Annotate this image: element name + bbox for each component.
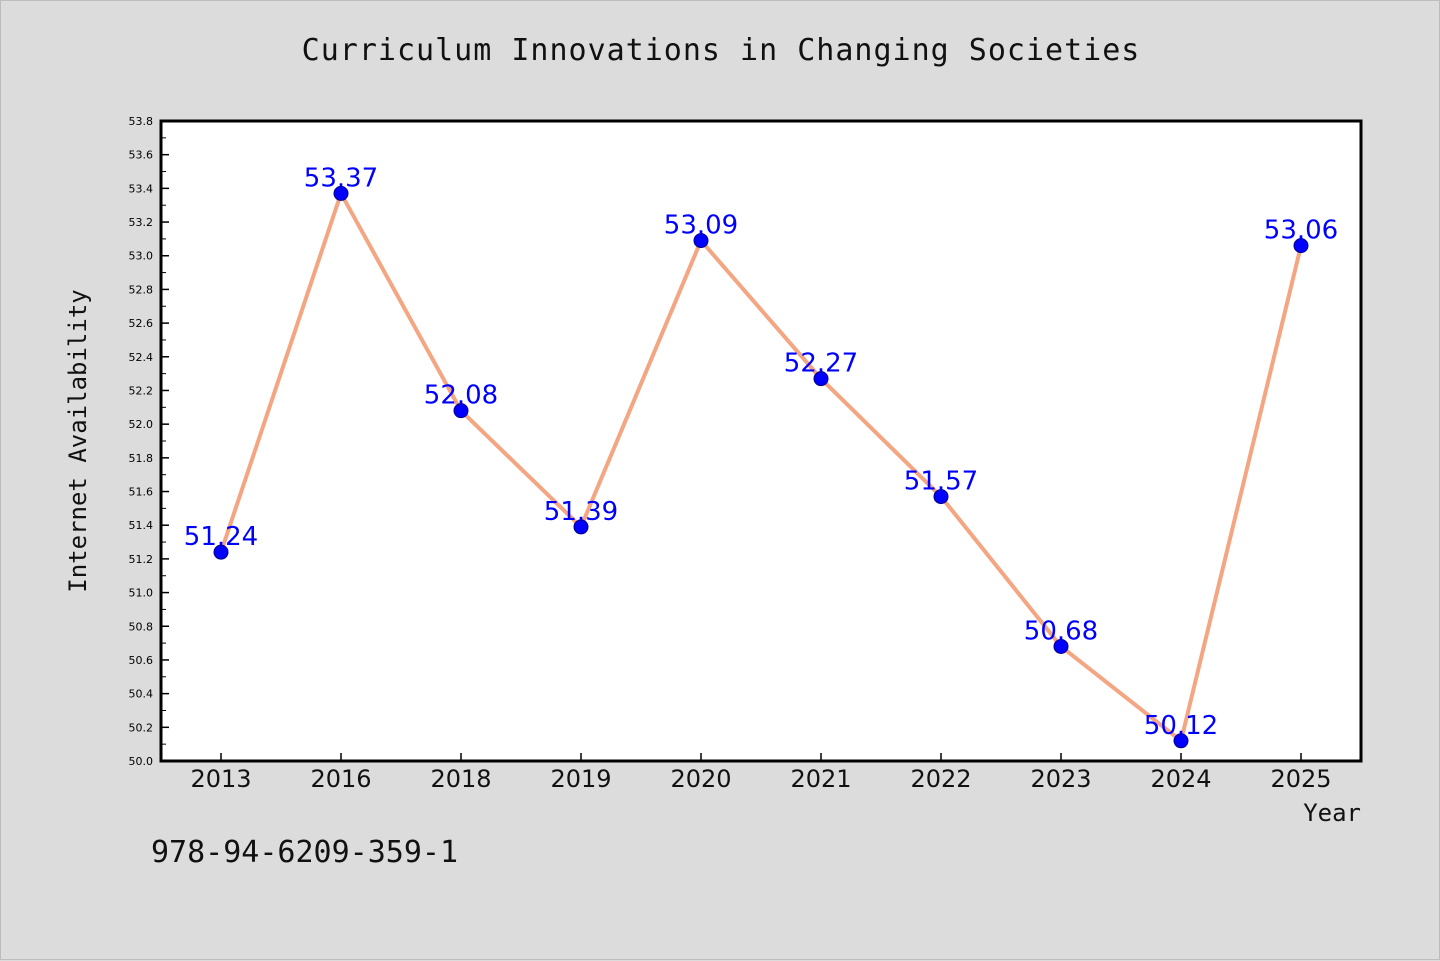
x-tick-label: 2025 [1270,765,1331,793]
chart-title: Curriculum Innovations in Changing Socie… [301,33,1141,68]
y-tick-label: 52.6 [129,317,154,330]
x-tick-label: 2018 [430,765,491,793]
data-point [1053,638,1069,654]
y-tick-label: 53.8 [129,115,154,128]
y-tick-label: 51.2 [129,553,154,566]
data-point [333,185,349,201]
y-tick-label: 50.6 [129,654,154,667]
y-tick-label: 51.4 [129,519,154,532]
y-tick-label: 53.4 [129,182,154,195]
data-label: 53.37 [304,163,378,193]
data-point [693,233,709,249]
plot-frame [159,119,1363,763]
y-tick-label: 52.8 [129,283,154,296]
y-tick-label: 53.0 [129,250,154,263]
x-tick-label: 2022 [910,765,971,793]
data-label: 51.39 [544,497,618,527]
data-label: 52.08 [424,381,498,411]
data-label: 52.27 [784,349,858,379]
x-tick-label: 2019 [550,765,611,793]
x-axis-label: Year [1303,799,1361,827]
y-tick-label: 52.2 [129,384,154,397]
y-tick-label: 51.0 [129,587,154,600]
y-tick-label: 50.4 [129,688,154,701]
data-label: 51.57 [904,467,978,497]
x-tick-label: 2024 [1150,765,1211,793]
y-tick-label: 50.8 [129,620,154,633]
data-label: 53.06 [1264,216,1338,246]
y-tick-label: 52.4 [129,351,154,364]
data-label: 51.24 [184,522,258,552]
y-tick-label: 50.0 [129,755,154,768]
data-point [1293,238,1309,254]
series-line [219,191,1303,743]
x-tick-label: 2013 [190,765,251,793]
plot-area [161,121,1361,761]
x-tick-label: 2016 [310,765,371,793]
y-tick-label: 53.6 [129,149,154,162]
isbn-label: 978-94-6209-359-1 [151,835,459,870]
data-point [933,489,949,505]
y-tick-label: 51.8 [129,452,154,465]
y-tick-label: 51.6 [129,486,154,499]
data-point [573,519,589,535]
y-tick-label: 50.2 [129,721,154,734]
data-label: 50.68 [1024,616,1098,646]
data-point [213,544,229,560]
x-tick-label: 2020 [670,765,731,793]
data-label: 50.12 [1144,711,1218,741]
y-axis-label: Internet Availability [64,289,92,592]
data-point [813,371,829,387]
x-tick-label: 2021 [790,765,851,793]
x-tick-label: 2023 [1030,765,1091,793]
y-tick-label: 53.2 [129,216,154,229]
data-label: 53.09 [664,211,738,241]
y-tick-label: 52.0 [129,418,154,431]
data-point [1173,733,1189,749]
data-point [453,403,469,419]
